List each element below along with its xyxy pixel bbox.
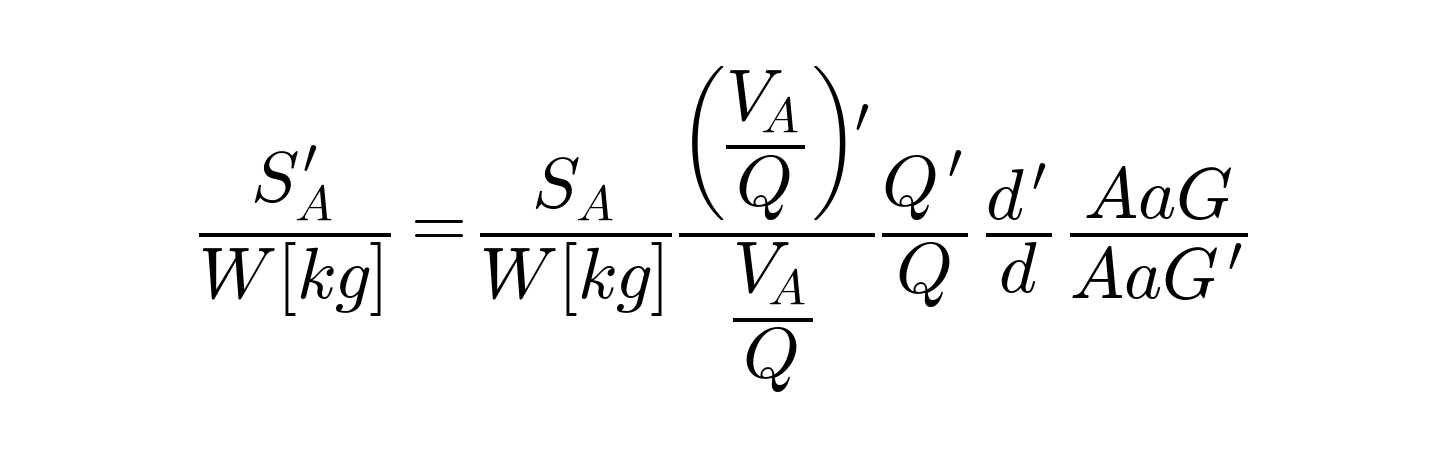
Text: $\dfrac{S_A^{\prime}}{W\,[kg]} = \dfrac{S_A}{W\,[kg]}\dfrac{\left(\dfrac{V_{\!A}: $\dfrac{S_A^{\prime}}{W\,[kg]} = \dfrac{… (198, 64, 1247, 395)
